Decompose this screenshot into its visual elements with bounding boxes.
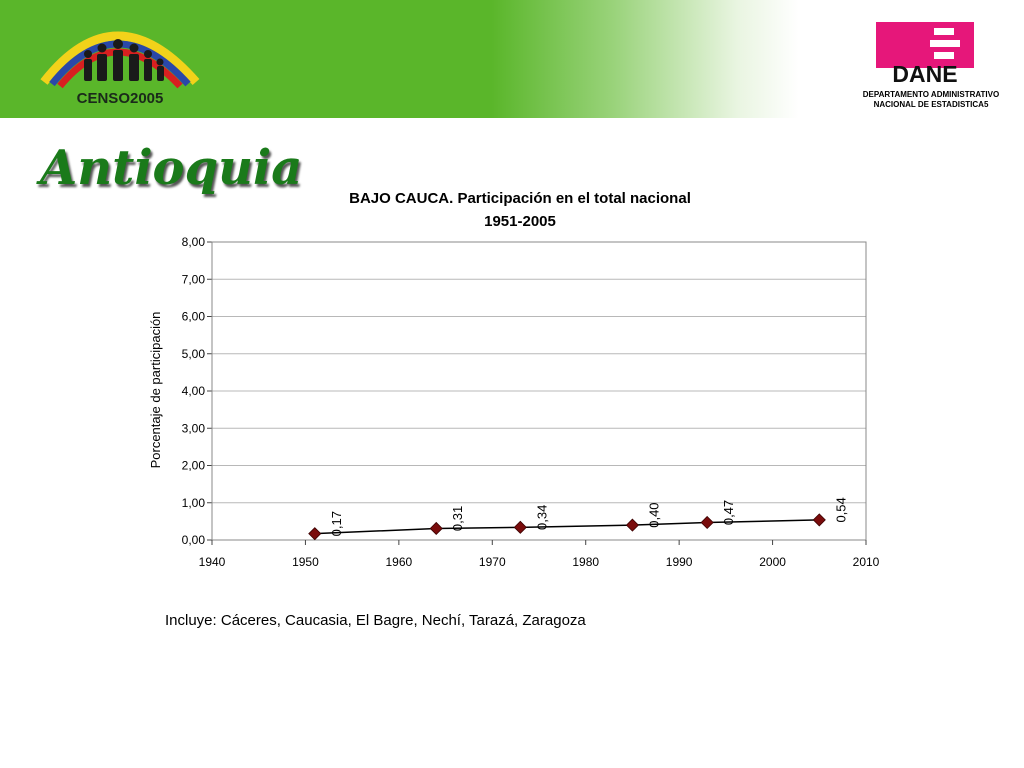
chart-subtitle: 1951-2005 [484, 213, 556, 230]
dane-subtitle: DEPARTAMENTO ADMINISTRATIVO NACIONAL DE … [846, 90, 1016, 110]
data-point-marker [429, 521, 443, 536]
y-tick-label: 3,00 [182, 421, 206, 435]
y-tick-label: 6,00 [182, 310, 206, 324]
x-tick-label: 1990 [666, 555, 693, 569]
region-title: Antioquia [40, 140, 303, 196]
y-tick-label: 1,00 [182, 496, 206, 510]
y-tick-label: 2,00 [182, 459, 206, 473]
x-tick-label: 1960 [386, 555, 413, 569]
censo-logo-text: CENSO2005 [77, 90, 164, 107]
footnote: Incluye: Cáceres, Caucasia, El Bagre, Ne… [165, 612, 586, 629]
x-tick-label: 1980 [572, 555, 599, 569]
data-label: 0,54 [833, 497, 848, 522]
data-point-marker [513, 520, 527, 534]
x-tick-label: 2000 [759, 555, 786, 569]
data-point-marker [700, 515, 714, 530]
dane-logo: DANE [876, 22, 974, 87]
dane-subtitle-line2: NACIONAL DE ESTADISTICA5 [873, 100, 989, 109]
data-point-marker [812, 513, 826, 527]
data-label: 0,31 [450, 506, 465, 531]
y-axis-label: Porcentaje de participación [148, 312, 163, 469]
dane-subtitle-line1: DEPARTAMENTO ADMINISTRATIVO [862, 90, 1000, 99]
dane-logo-text: DANE [892, 61, 957, 87]
data-label: 0,40 [646, 502, 661, 527]
chart-title: BAJO CAUCA. Participación en el total na… [349, 190, 691, 207]
series-line [314, 519, 820, 535]
x-tick-label: 1970 [479, 555, 506, 569]
y-tick-label: 5,00 [182, 347, 206, 361]
y-tick-label: 0,00 [182, 533, 206, 547]
data-label: 0,47 [721, 500, 736, 525]
x-tick-label: 1950 [292, 555, 319, 569]
censo-2005-logo: CENSO2005 [40, 31, 200, 107]
y-tick-label: 7,00 [182, 272, 206, 286]
x-tick-label: 1940 [199, 555, 226, 569]
data-point-marker [625, 518, 639, 532]
data-label: 0,17 [329, 511, 344, 536]
plot-area-border [211, 241, 867, 541]
data-point-marker [308, 527, 322, 541]
data-label: 0,34 [534, 505, 549, 530]
y-tick-label: 4,00 [182, 384, 206, 398]
x-tick-label: 2010 [853, 555, 880, 569]
y-tick-label: 8,00 [182, 235, 206, 249]
